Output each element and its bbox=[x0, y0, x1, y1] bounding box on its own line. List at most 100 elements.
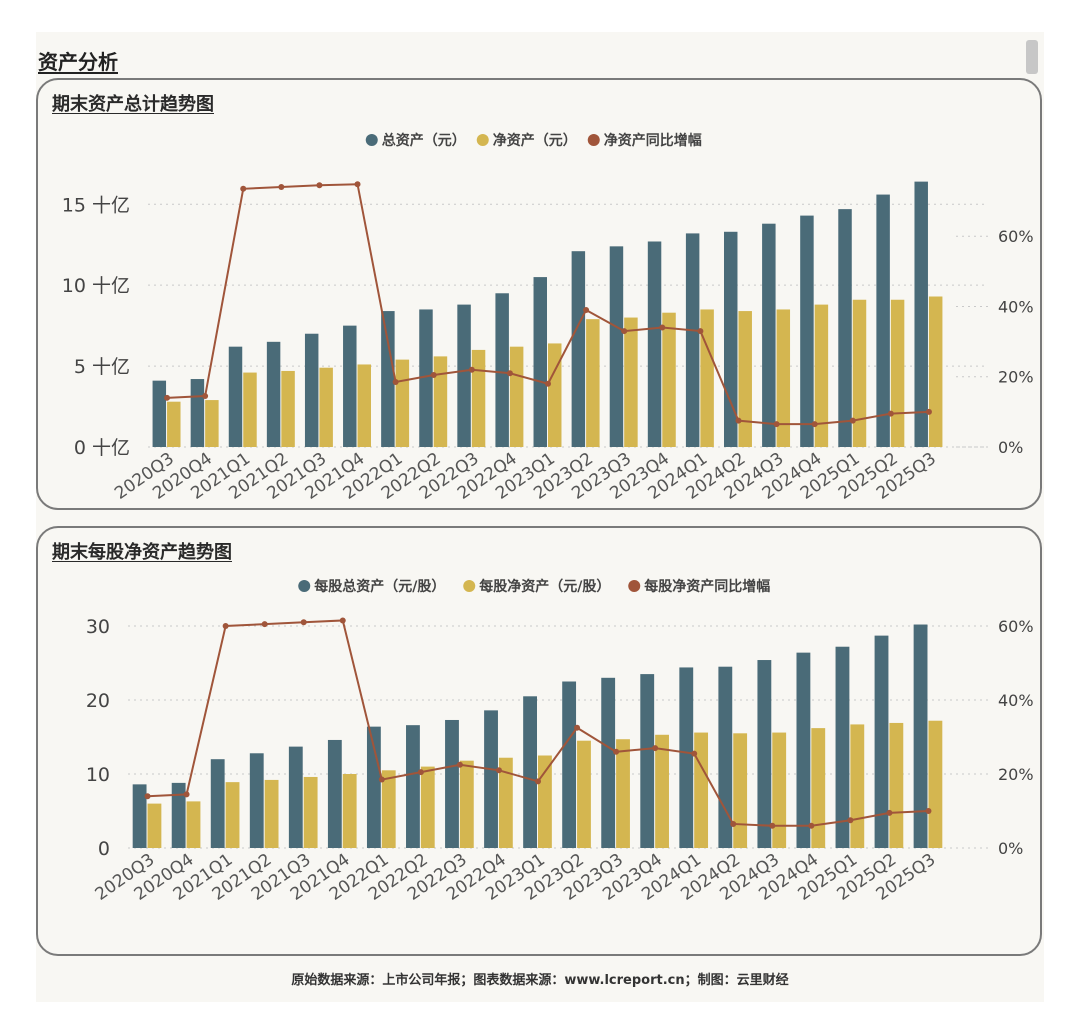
bar bbox=[147, 803, 162, 848]
y-left-tick-label: 20 bbox=[86, 690, 110, 712]
bar bbox=[679, 667, 694, 848]
bar bbox=[523, 696, 537, 848]
bar bbox=[186, 801, 201, 848]
data-source-footer: 原始数据来源：上市公司年报；图表数据来源：www.lcreport.cn；制图：… bbox=[291, 973, 789, 988]
bar bbox=[548, 343, 562, 447]
bar bbox=[718, 666, 733, 848]
bar bbox=[281, 370, 295, 447]
legend: 每股总资产（元/股） 每股净资产（元/股） 每股净资产同比增幅 bbox=[298, 578, 770, 595]
line-point bbox=[417, 769, 424, 776]
bar bbox=[205, 400, 219, 447]
bar bbox=[190, 379, 205, 447]
line-point bbox=[621, 328, 628, 335]
bar bbox=[445, 719, 459, 848]
bar bbox=[762, 223, 776, 447]
bar bbox=[319, 367, 333, 447]
bar bbox=[303, 776, 318, 848]
bar bbox=[562, 681, 577, 848]
bar bbox=[835, 646, 850, 848]
line-point bbox=[849, 417, 856, 424]
bar bbox=[890, 299, 905, 447]
bar bbox=[225, 782, 240, 848]
bar bbox=[640, 674, 655, 848]
bar bbox=[852, 299, 867, 447]
bar bbox=[395, 359, 410, 447]
bar bbox=[685, 233, 700, 447]
line-point bbox=[278, 184, 285, 191]
chart-title: 期末资产总计趋势图 bbox=[52, 94, 214, 115]
bar bbox=[733, 733, 748, 848]
line-point bbox=[925, 808, 932, 814]
bar bbox=[266, 341, 281, 447]
bar bbox=[357, 364, 371, 447]
bar bbox=[647, 241, 662, 447]
bar bbox=[914, 181, 928, 448]
line-point bbox=[583, 306, 590, 313]
bar bbox=[498, 757, 513, 848]
legend-label: 每股净资产同比增幅 bbox=[644, 578, 770, 595]
bar bbox=[586, 319, 600, 447]
legend-marker bbox=[476, 134, 489, 146]
legend-label: 总资产（元） bbox=[382, 132, 466, 149]
bar bbox=[850, 724, 865, 848]
line-point bbox=[730, 820, 737, 827]
bar bbox=[471, 349, 486, 447]
bar bbox=[796, 652, 811, 848]
line-point bbox=[545, 380, 551, 387]
bar bbox=[609, 246, 624, 447]
bar bbox=[264, 779, 279, 848]
line-point bbox=[574, 724, 581, 731]
bar bbox=[538, 755, 552, 848]
per-share-chart: 每股总资产（元/股） 每股净资产（元/股） 每股净资产同比增幅 0 10 20 30 0% 20… bbox=[86, 578, 1034, 905]
chart-title: 期末每股净资产趋势图 bbox=[52, 542, 232, 563]
bar bbox=[132, 784, 147, 848]
bar bbox=[304, 333, 319, 447]
report-page: 资产分析 期末资产总计趋势图 总资产（元） 净资产（元） 净资产同比增幅 0 十亿 5 … bbox=[36, 32, 1044, 1002]
line-point bbox=[769, 822, 776, 829]
y-right-tick-label: 40% bbox=[998, 691, 1034, 710]
bar bbox=[343, 325, 357, 447]
line-point bbox=[691, 750, 698, 757]
bar bbox=[655, 734, 669, 848]
legend: 总资产（元） 净资产（元） 净资产同比增幅 bbox=[365, 132, 702, 149]
bar bbox=[772, 732, 787, 848]
total-assets-chart: 总资产（元） 净资产（元） 净资产同比增幅 0 十亿 5 十亿 10 十亿 15 十亿 0% 2… bbox=[62, 132, 1034, 504]
bar bbox=[913, 624, 928, 848]
line-point bbox=[316, 182, 323, 189]
legend-label: 每股总资产（元/股） bbox=[314, 578, 445, 595]
scrollbar-thumb[interactable] bbox=[1026, 40, 1038, 74]
y-left-tick-label: 5 十亿 bbox=[74, 356, 130, 378]
bar bbox=[327, 739, 342, 848]
legend-label: 净资产（元） bbox=[493, 132, 577, 149]
legend-marker bbox=[463, 580, 476, 592]
bar bbox=[577, 740, 591, 848]
line-point bbox=[495, 767, 502, 774]
bar bbox=[419, 309, 433, 447]
bar bbox=[601, 677, 616, 848]
line-point bbox=[652, 745, 659, 752]
bar bbox=[366, 726, 381, 848]
bar bbox=[876, 194, 890, 447]
y-right-tick-label: 20% bbox=[998, 368, 1034, 387]
line-point bbox=[697, 328, 704, 335]
line-point bbox=[339, 617, 346, 624]
line-point bbox=[925, 408, 932, 415]
legend-marker bbox=[365, 134, 378, 146]
line-point bbox=[378, 776, 385, 783]
bar bbox=[700, 309, 714, 447]
bar bbox=[210, 759, 225, 848]
bar bbox=[243, 372, 257, 447]
line-point bbox=[183, 791, 190, 798]
bar bbox=[171, 782, 186, 848]
line-point bbox=[887, 410, 894, 417]
legend-marker bbox=[298, 580, 311, 592]
bar bbox=[381, 770, 396, 848]
line-point bbox=[164, 394, 171, 401]
line-point bbox=[430, 371, 437, 378]
bar bbox=[694, 732, 709, 848]
line-point bbox=[354, 181, 361, 188]
bar bbox=[509, 346, 524, 447]
y-right-tick-label: 60% bbox=[998, 617, 1034, 636]
bar bbox=[495, 293, 509, 447]
bar bbox=[288, 746, 303, 848]
